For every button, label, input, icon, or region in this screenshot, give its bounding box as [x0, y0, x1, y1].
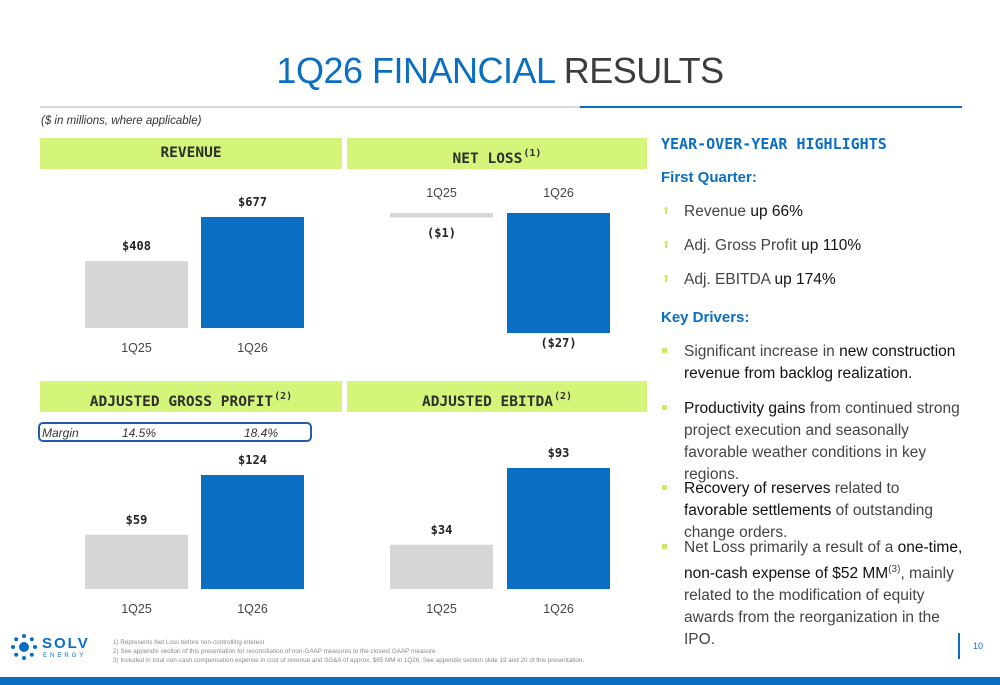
tick-label-net-loss-1q26: 1Q26	[543, 186, 574, 200]
panel-header-net-loss: NET LOSS(1)	[347, 138, 647, 169]
footnote-3: 3) Included in total non-cash compensati…	[113, 657, 585, 664]
bar-ebitda-1q25	[390, 544, 493, 589]
tick-label-revenue-1q26: 1Q26	[237, 341, 268, 355]
bar-net-loss-1q26	[507, 213, 610, 333]
page-title: 1Q26 FINANCIAL RESULTS	[0, 50, 1000, 92]
footnote-2: 2) See appendix section of this presenta…	[113, 648, 436, 655]
bar-revenue-1q26	[201, 217, 304, 328]
tick-label-ebitda-1q26: 1Q26	[543, 602, 574, 616]
bullet-square-icon	[662, 485, 667, 490]
bar-ebitda-1q26	[507, 468, 610, 589]
bar-net-loss-1q25	[390, 213, 493, 218]
tick-label-gross-profit-1q25: 1Q25	[121, 602, 152, 616]
footnotes: 1) Represents Net Loss before non-contro…	[113, 638, 584, 665]
margin-1q25: 14.5%	[122, 426, 157, 440]
data-label-ebitda-1q26: $93	[548, 446, 570, 460]
logo-sub: ENERGY	[43, 653, 87, 659]
bottom-bar	[0, 677, 1000, 685]
title-rule-grey	[40, 106, 580, 108]
key-drivers-label: Key Drivers:	[661, 309, 750, 326]
bar-revenue-1q25	[85, 261, 188, 328]
highlights-title: YEAR-OVER-YEAR HIGHLIGHTS	[661, 135, 887, 153]
tick-label-gross-profit-1q26: 1Q26	[237, 602, 268, 616]
tick-label-ebitda-1q25: 1Q25	[426, 602, 457, 616]
data-label-gross-profit-1q26: $124	[238, 453, 267, 467]
bullet-square-icon	[662, 348, 667, 353]
up-arrow-icon: ⬆	[662, 206, 671, 217]
panel-header-gross-profit: ADJUSTED GROSS PROFIT(2)	[40, 381, 342, 412]
page-number: 10	[973, 641, 984, 651]
margin-label: Margin	[42, 426, 79, 440]
title-rest: RESULTS	[563, 50, 724, 91]
units-note: ($ in millions, where applicable)	[41, 115, 202, 127]
panel-header-ebitda: ADJUSTED EBITDA(2)	[347, 381, 647, 412]
data-label-ebitda-1q25: $34	[431, 523, 453, 537]
margin-box: Margin 14.5% 18.4%	[38, 422, 312, 442]
margin-1q26: 18.4%	[244, 426, 279, 440]
data-label-net-loss-1q26: ($27)	[540, 336, 576, 350]
solv-logo: SOLV ENERGY	[10, 633, 98, 663]
title-rule-blue	[580, 106, 962, 108]
highlight-item-ebitda: ⬆ Adj. EBITDA up 174%	[662, 271, 836, 288]
logo-word: SOLV	[42, 635, 90, 652]
page-number-rule	[958, 633, 960, 659]
data-label-net-loss-1q25: ($1)	[427, 226, 456, 240]
up-arrow-icon: ⬆	[662, 274, 671, 285]
data-label-revenue-1q25: $408	[122, 239, 151, 253]
solv-sun-icon	[11, 634, 37, 660]
tick-label-revenue-1q25: 1Q25	[121, 341, 152, 355]
first-quarter-label: First Quarter:	[661, 169, 757, 186]
highlight-item-revenue: ⬆ Revenue up 66%	[662, 203, 803, 220]
panel-header-revenue: REVENUE	[40, 138, 342, 169]
footnote-1: 1) Represents Net Loss before non-contro…	[113, 639, 265, 646]
bar-gross-profit-1q26	[201, 475, 304, 589]
title-highlight: 1Q26 FINANCIAL	[276, 50, 555, 91]
data-label-gross-profit-1q25: $59	[126, 513, 148, 527]
tick-label-net-loss-1q25: 1Q25	[426, 186, 457, 200]
bullet-square-icon	[662, 405, 667, 410]
data-label-revenue-1q26: $677	[238, 195, 267, 209]
highlight-item-gross-profit: ⬆ Adj. Gross Profit up 110%	[662, 237, 862, 254]
bullet-square-icon	[662, 544, 667, 549]
bar-gross-profit-1q25	[85, 534, 188, 589]
up-arrow-icon: ⬆	[662, 240, 671, 251]
